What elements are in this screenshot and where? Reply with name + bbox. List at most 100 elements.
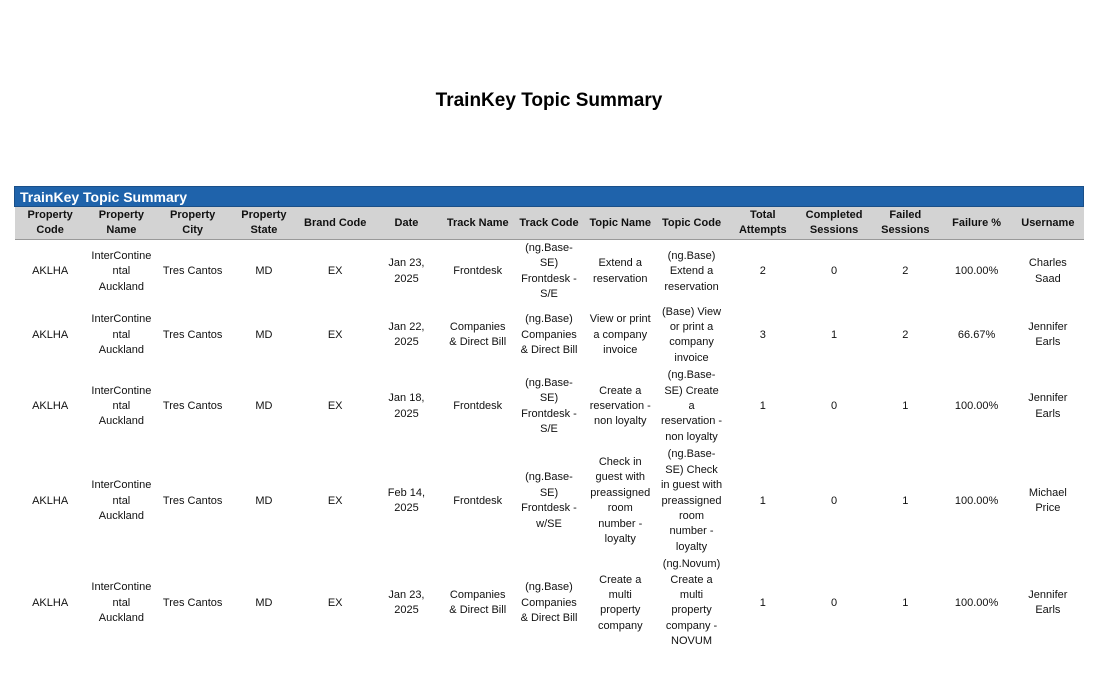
table-cell: 1 (759, 400, 766, 413)
table-cell: AKLHA (32, 400, 69, 413)
table-cell: AKLHA (32, 596, 69, 609)
column-header: Track Code (513, 206, 585, 240)
table-cell: InterContinental Auckland (91, 479, 152, 522)
table-cell: Create a reservation - non loyalty (589, 384, 651, 428)
table-body: AKLHA InterContinental Auckland Tres Canto… (15, 240, 1084, 651)
table-cell: Jan 23, 2025 (388, 257, 425, 285)
table-cell: Jennifer Earls (1028, 392, 1068, 420)
table-cell: Check in guest with preassigned room num… (590, 455, 651, 546)
table-cell: MD (255, 328, 273, 341)
table-cell: 0 (830, 400, 838, 413)
table-cell: Companies & Direct Bill (449, 321, 507, 349)
table-title: TrainKey Topic Summary (14, 186, 1084, 207)
column-header: Property Code (14, 206, 86, 240)
column-header: Topic Code (655, 206, 728, 240)
table-cell: 2 (759, 265, 766, 278)
table-cell: EX (327, 400, 343, 413)
table-cell: Feb 14, 2025 (387, 486, 426, 515)
table-cell: 100.00% (954, 265, 999, 278)
table-cell: (ng.Base) Companies & Direct Bill (520, 581, 578, 625)
table-cell: 1 (902, 494, 909, 507)
table-cell: Frontdesk (453, 265, 503, 278)
column-header: Username (1012, 206, 1084, 240)
table-cell: Jennifer Earls (1028, 588, 1068, 617)
table-cell: (ng.Base) Extend a reservation (664, 249, 719, 293)
table-cell: InterContinental Auckland (91, 384, 152, 428)
table-cell: 0 (830, 596, 838, 609)
table-cell: MD (255, 400, 273, 413)
page-title: TrainKey Topic Summary (435, 90, 663, 111)
column-header: Date (370, 206, 443, 240)
column-header: Failed Sessions (869, 206, 941, 240)
table-cell: Jennifer Earls (1028, 321, 1068, 349)
table-cell: Charles Saad (1028, 257, 1067, 285)
table-cell: EX (327, 265, 343, 278)
column-header: Topic Name (584, 206, 656, 240)
column-header: Property State (228, 206, 300, 240)
table-cell: Tres Cantos (162, 494, 223, 507)
column-header: Completed Sessions (798, 206, 870, 240)
table-cell: AKLHA (32, 328, 69, 341)
table-cell: (ng.Base-SE) Create a reservation - non … (660, 369, 723, 443)
table-cell: (ng.Base-SE) Frontdesk - S/E (521, 376, 577, 436)
table-cell: 2 (902, 265, 909, 278)
table-cell: AKLHA (32, 265, 69, 278)
table-cell: (ng.Base) Companies & Direct Bill (520, 313, 578, 357)
table-cell: InterContinental Auckland (91, 581, 152, 625)
table-row: AKLHA InterContinental Auckland Tres Canto… (15, 556, 1084, 650)
table-cell: Companies & Direct Bill (449, 588, 507, 617)
table-cell: Frontdesk (453, 400, 503, 413)
table-cell: (ng.Base-SE) Frontdesk - w/SE (521, 471, 577, 530)
table-cell: 1 (759, 596, 766, 609)
column-header: Property Name (85, 206, 158, 240)
table-cell: InterContinental Auckland (91, 313, 152, 357)
column-header: Total Attempts (727, 206, 799, 240)
summary-table: TrainKey Topic Summary Property Code Prop… (14, 186, 1084, 651)
table-cell: 2 (902, 328, 909, 341)
table-cell: Create a multi property company (597, 573, 643, 632)
table-row: AKLHA InterContinental Auckland Tres Canto… (15, 367, 1084, 446)
table-cell: Frontdesk (453, 494, 503, 507)
table-cell: Tres Cantos (162, 328, 223, 341)
table-cell: Tres Cantos (162, 400, 223, 413)
table-cell: EX (327, 596, 343, 609)
table-cell: (Base) View or print a company invoice (661, 305, 722, 364)
table-cell: Tres Cantos (162, 265, 223, 278)
table-cell: 1 (759, 494, 766, 507)
table-cell: 100.00% (954, 400, 999, 413)
table-cell: Jan 23, 2025 (388, 588, 425, 617)
table-cell: Jan 22, 2025 (388, 321, 425, 349)
table-cell: EX (327, 494, 343, 507)
table-cell: (ng.Novum) Create a multi property compa… (662, 558, 721, 648)
table-cell: 66.67% (957, 328, 996, 341)
table-cell: 3 (759, 328, 766, 341)
column-header: Failure % (940, 206, 1013, 240)
column-header: Track Name (442, 206, 514, 240)
table-cell: Michael Price (1028, 486, 1067, 515)
table-band: TrainKey Topic Summary (14, 186, 1084, 207)
column-header: Property City (157, 206, 229, 240)
header-row: Property Code Property Name Property City P… (14, 206, 1084, 240)
table-row: AKLHA InterContinental Auckland Tres Canto… (15, 304, 1084, 368)
table-cell: MD (255, 265, 273, 278)
table-cell: (ng.Base-SE) Frontdesk - S/E (521, 242, 577, 301)
table-cell: 1 (902, 596, 909, 609)
table-cell: 0 (830, 265, 838, 278)
table-row: AKLHA InterContinental Auckland Tres Canto… (15, 240, 1084, 304)
table-row: AKLHA InterContinental Auckland Tres Canto… (15, 446, 1084, 556)
table-cell: (ng.Base-SE) Check in guest with preassi… (660, 448, 723, 553)
table-cell: 100.00% (954, 494, 999, 507)
table-cell: 1 (830, 328, 838, 341)
table-cell: Jan 18, 2025 (388, 392, 425, 420)
table-cell: EX (327, 328, 343, 341)
table-cell: InterContinental Auckland (91, 249, 152, 293)
table-cell: MD (255, 494, 273, 507)
table-cell: MD (255, 596, 273, 609)
table-cell: Tres Cantos (162, 596, 223, 609)
table-cell: AKLHA (32, 494, 69, 507)
table-cell: View or print a company invoice (589, 313, 651, 357)
column-header: Brand Code (299, 206, 371, 240)
table-cell: Extend a reservation (593, 257, 648, 285)
table-cell: 0 (830, 494, 838, 507)
